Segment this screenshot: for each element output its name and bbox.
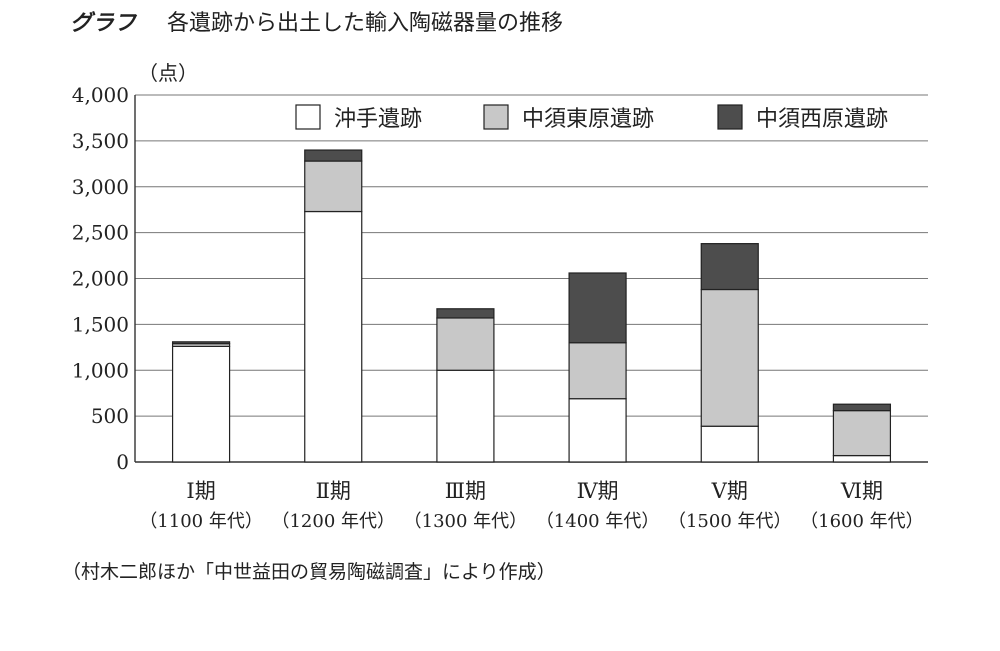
bar-segment-3 — [568, 272, 627, 344]
x-category-label: Ⅴ期 — [711, 479, 748, 503]
x-category-label: Ⅱ期 — [316, 479, 351, 503]
x-category-label: Ⅵ期 — [840, 479, 883, 503]
bar-segment-1 — [700, 425, 759, 463]
x-category-sublabel: （1400 年代） — [536, 511, 660, 532]
axes: 0 500 1,000 1,500 2,000 2,500 3,000 3,500 4,000 Ⅰ… — [72, 83, 924, 532]
bar-segment-3 — [436, 308, 495, 319]
figure-label: グラフ — [70, 10, 138, 36]
x-category-label: Ⅰ期 — [186, 479, 215, 503]
y-tick-label: 1,000 — [72, 358, 129, 382]
legend-label: 中須西原遺跡 — [756, 107, 888, 132]
y-tick-label: 1,500 — [72, 312, 129, 336]
y-tick-label: 2,000 — [72, 267, 129, 291]
bar-segment-2 — [436, 317, 495, 371]
x-category-label: Ⅲ期 — [445, 479, 486, 503]
bar-segment-1 — [832, 454, 892, 463]
x-category-label: Ⅳ期 — [577, 479, 619, 503]
bar-segment-3 — [171, 341, 231, 345]
source-note: （村木二郎ほか「中世益田の貿易陶磁調査」により作成） — [62, 561, 556, 583]
legend: 沖手遺跡 中須東原遺跡 中須西原遺跡 — [295, 104, 888, 132]
x-category-sublabel: （1100 年代） — [139, 511, 263, 532]
figure-title: 各遺跡から出土した輸入陶磁器量の推移 — [167, 11, 563, 36]
y-tick-label: 4,000 — [72, 83, 129, 107]
legend-swatch — [483, 104, 509, 130]
x-category-sublabel: （1200 年代） — [271, 511, 395, 532]
bar-segment-2 — [568, 342, 627, 400]
y-tick-label: 3,000 — [72, 175, 129, 199]
gridlines — [135, 94, 928, 463]
y-tick-label: 0 — [116, 450, 129, 474]
bar-segment-2 — [304, 160, 363, 213]
y-axis-unit-label: （点） — [138, 61, 198, 85]
y-tick-label: 3,500 — [72, 129, 129, 153]
legend-label: 沖手遺跡 — [334, 107, 422, 132]
bar-segment-1 — [436, 369, 495, 463]
x-category-sublabel: （1500 年代） — [668, 511, 792, 532]
y-tick-label: 2,500 — [72, 221, 129, 245]
x-category-sublabel: （1300 年代） — [404, 511, 528, 532]
bar-segment-1 — [304, 210, 363, 463]
bar-segment-1 — [568, 398, 627, 463]
bar-segment-3 — [304, 149, 363, 162]
bar-segment-2 — [832, 410, 892, 457]
y-tick-label: 500 — [91, 404, 129, 428]
legend-swatch — [717, 104, 743, 130]
bar-segment-3 — [832, 403, 892, 412]
bar-segment-2 — [700, 288, 759, 427]
bar-segment-3 — [700, 243, 759, 291]
bars — [171, 149, 892, 463]
legend-swatch — [295, 104, 321, 130]
x-category-sublabel: （1600 年代） — [800, 511, 924, 532]
bar-segment-1 — [171, 345, 231, 463]
legend-label: 中須東原遺跡 — [522, 107, 654, 132]
